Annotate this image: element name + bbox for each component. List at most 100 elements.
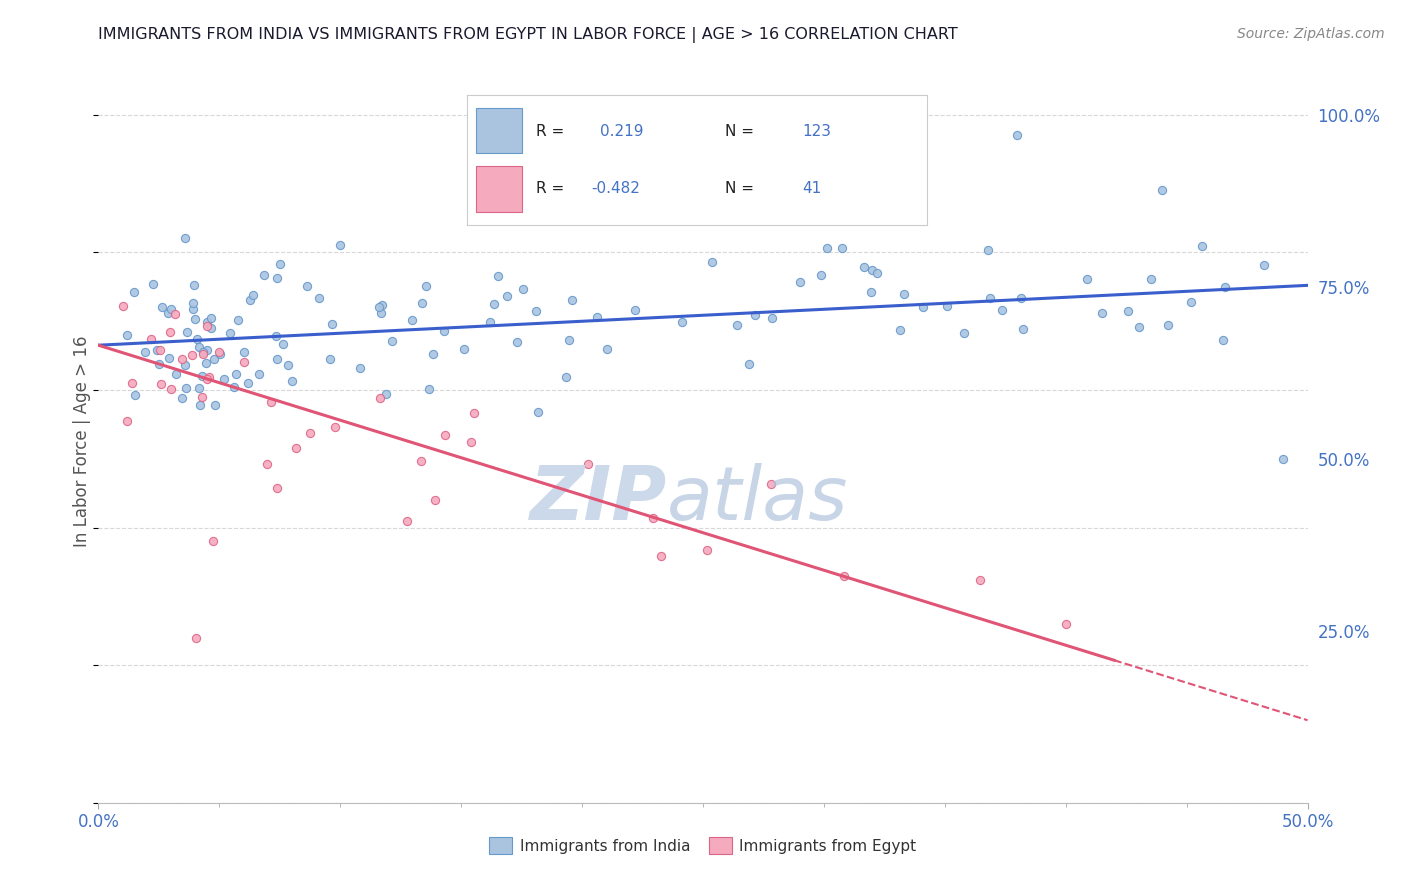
Point bbox=[1007, 128, 1029, 143]
Point bbox=[174, 381, 197, 395]
Point bbox=[214, 372, 236, 386]
Point bbox=[200, 310, 222, 325]
Point bbox=[866, 266, 889, 280]
Point bbox=[165, 368, 187, 382]
Point bbox=[195, 314, 218, 328]
Point bbox=[277, 358, 299, 372]
Point bbox=[208, 347, 231, 361]
Text: IMMIGRANTS FROM INDIA VS IMMIGRANTS FROM EGYPT IN LABOR FORCE | AGE > 16 CORRELA: IMMIGRANTS FROM INDIA VS IMMIGRANTS FROM… bbox=[98, 27, 957, 43]
Legend: Immigrants from India, Immigrants from Egypt: Immigrants from India, Immigrants from E… bbox=[484, 831, 922, 860]
Point bbox=[266, 481, 288, 495]
Point bbox=[415, 278, 437, 293]
Point bbox=[204, 398, 226, 412]
Point bbox=[561, 293, 583, 308]
Point bbox=[176, 326, 198, 340]
Point bbox=[112, 299, 135, 313]
Point bbox=[789, 275, 811, 289]
Text: atlas: atlas bbox=[666, 463, 848, 535]
Point bbox=[173, 231, 195, 245]
Point bbox=[761, 311, 783, 326]
Point bbox=[1191, 238, 1213, 252]
Point bbox=[188, 381, 211, 395]
Point bbox=[506, 334, 529, 349]
Point bbox=[977, 243, 1000, 257]
Point bbox=[308, 291, 330, 305]
Point bbox=[725, 318, 748, 333]
Point bbox=[194, 356, 217, 370]
Point bbox=[233, 354, 256, 368]
Point bbox=[810, 268, 832, 283]
Point bbox=[381, 334, 404, 348]
Text: Source: ZipAtlas.com: Source: ZipAtlas.com bbox=[1237, 27, 1385, 41]
Point bbox=[319, 351, 342, 366]
Point bbox=[952, 326, 974, 340]
Point bbox=[150, 376, 173, 391]
Point bbox=[202, 352, 225, 367]
Point bbox=[188, 340, 211, 354]
Point bbox=[122, 285, 145, 299]
Point bbox=[148, 357, 170, 371]
Point bbox=[160, 383, 183, 397]
Point bbox=[160, 301, 183, 316]
Point bbox=[479, 315, 502, 329]
Point bbox=[150, 300, 173, 314]
Point bbox=[349, 360, 371, 375]
Point bbox=[596, 342, 619, 356]
Point bbox=[197, 343, 219, 357]
Point bbox=[181, 302, 204, 317]
Point bbox=[1180, 295, 1202, 310]
Point bbox=[202, 534, 225, 549]
Point bbox=[368, 392, 391, 406]
Point bbox=[242, 287, 264, 301]
Point bbox=[889, 323, 911, 337]
Point bbox=[200, 321, 222, 335]
Point bbox=[1010, 291, 1032, 305]
Point bbox=[195, 319, 218, 334]
Point bbox=[453, 342, 475, 356]
Point bbox=[124, 388, 146, 402]
Point bbox=[183, 277, 205, 292]
Point bbox=[1152, 183, 1174, 197]
Point bbox=[1139, 271, 1161, 285]
Point bbox=[195, 372, 218, 386]
Point bbox=[576, 457, 599, 471]
Point bbox=[115, 414, 138, 428]
Point bbox=[266, 271, 288, 285]
Point bbox=[157, 351, 180, 366]
Point bbox=[409, 454, 432, 468]
Point bbox=[170, 352, 193, 367]
Point bbox=[239, 293, 262, 307]
Point bbox=[460, 435, 482, 450]
Point bbox=[434, 428, 457, 442]
Point bbox=[157, 306, 180, 320]
Point bbox=[273, 337, 295, 351]
Point bbox=[422, 347, 444, 361]
Point bbox=[121, 376, 143, 390]
Point bbox=[832, 569, 855, 583]
Point bbox=[524, 304, 547, 318]
Point bbox=[193, 345, 215, 359]
Point bbox=[486, 269, 509, 284]
Point bbox=[172, 391, 194, 405]
Point bbox=[815, 241, 838, 255]
Point bbox=[831, 241, 853, 255]
Point bbox=[512, 282, 534, 296]
Point bbox=[184, 312, 207, 326]
Point bbox=[1157, 318, 1180, 333]
Point bbox=[225, 367, 247, 381]
Point bbox=[936, 299, 959, 313]
Point bbox=[370, 306, 392, 320]
Point bbox=[979, 291, 1001, 305]
Point bbox=[259, 395, 281, 409]
Text: ZIP: ZIP bbox=[530, 463, 666, 536]
Point bbox=[186, 332, 208, 346]
Point bbox=[174, 358, 197, 372]
Point bbox=[266, 352, 288, 367]
Point bbox=[696, 542, 718, 557]
Point bbox=[142, 277, 165, 291]
Point bbox=[991, 302, 1014, 317]
Point bbox=[860, 285, 883, 299]
Point bbox=[853, 260, 876, 274]
Point bbox=[585, 310, 607, 324]
Point bbox=[284, 441, 307, 455]
